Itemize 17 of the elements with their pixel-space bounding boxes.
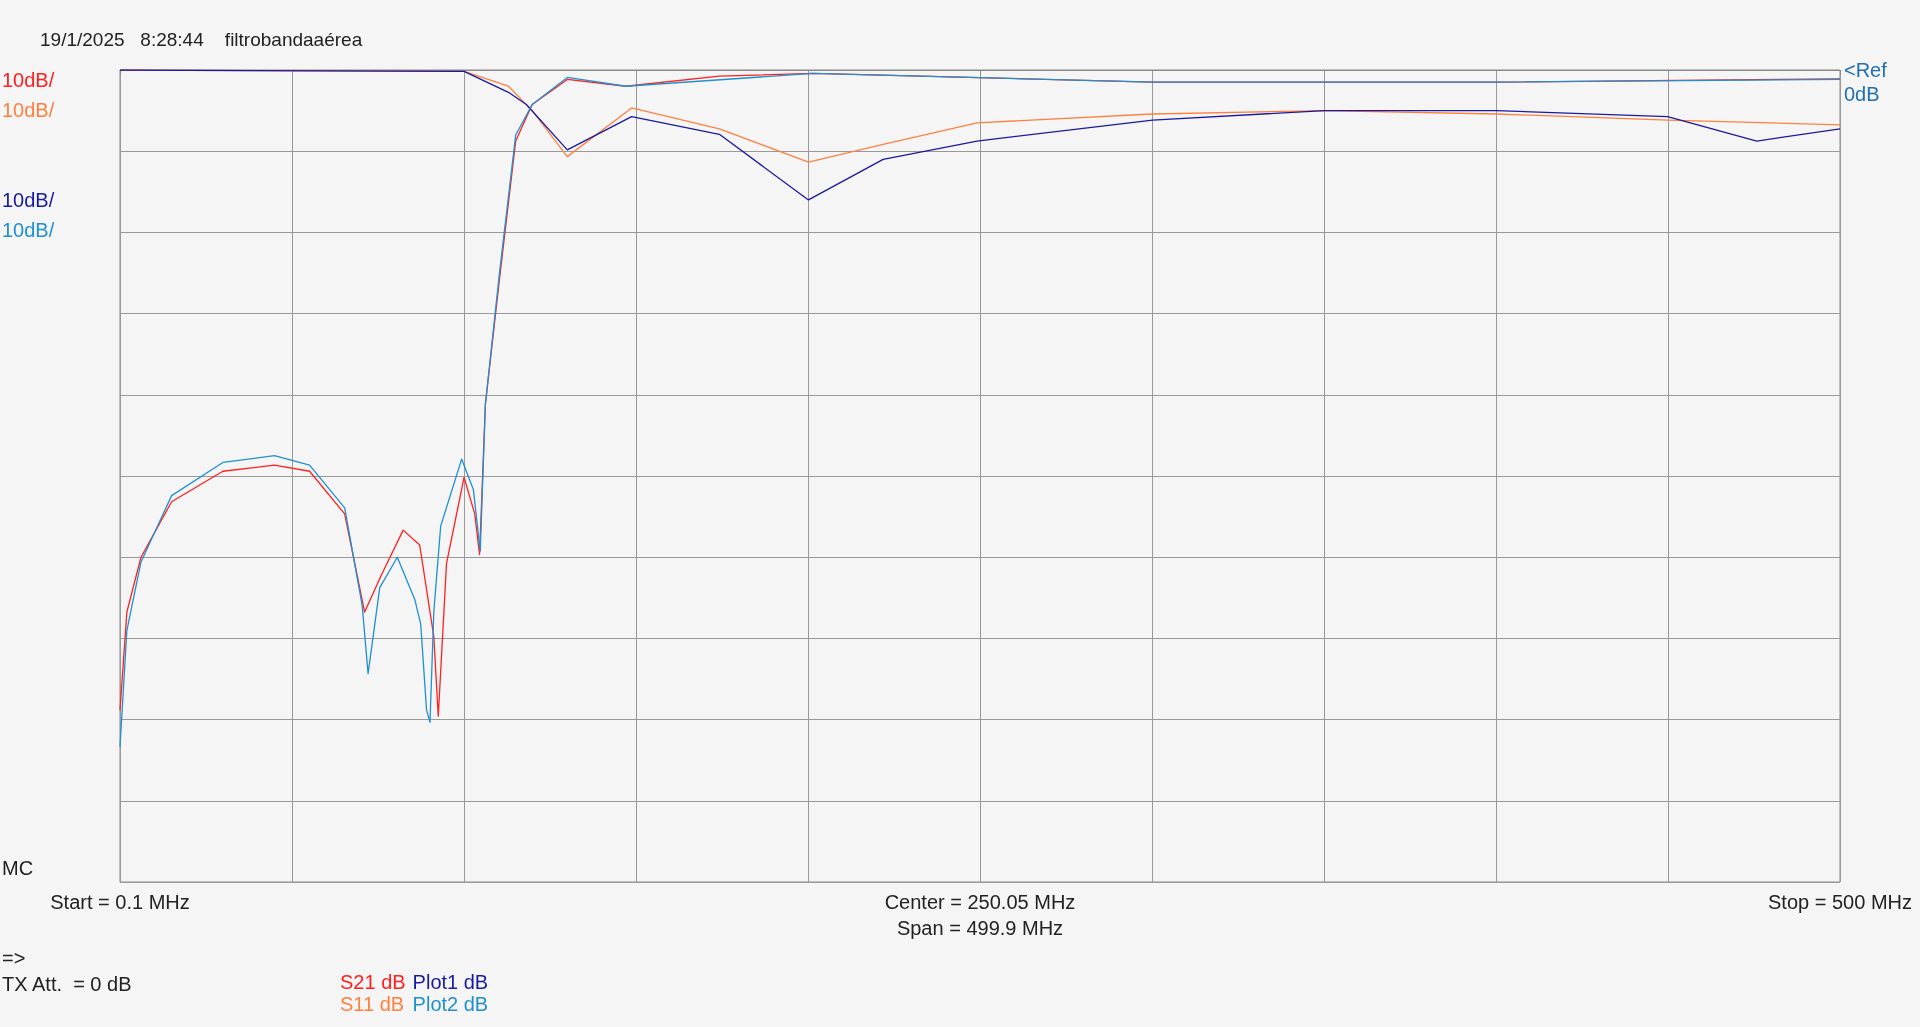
text: <Ref 0dB <box>1844 59 1893 105</box>
text: TX Att. = 0 dB <box>2 973 132 995</box>
text: 10dB/ <box>2 189 55 211</box>
text: Plot2 dB <box>412 993 489 1015</box>
text: => <box>2 947 26 969</box>
text: Span = 499.9 MHz <box>896 917 1064 939</box>
x-tick-label: Center = 250.05 MHz <box>884 891 1076 913</box>
text: 10dB/ <box>2 69 55 91</box>
text: 10dB/ <box>2 219 55 241</box>
x-tick-label: Start = 0.1 MHz <box>50 891 190 913</box>
chart-subtitle: 19/1/2025 8:28:44 filtrobandaaérea <box>40 29 363 50</box>
text: 10dB/ <box>2 99 55 121</box>
text: S11 dB <box>340 993 405 1015</box>
x-tick-label: Stop = 500 MHz <box>1768 891 1912 913</box>
text: S21 dB <box>340 971 406 993</box>
text: MC <box>2 857 34 879</box>
text: Plot1 dB <box>412 971 489 993</box>
